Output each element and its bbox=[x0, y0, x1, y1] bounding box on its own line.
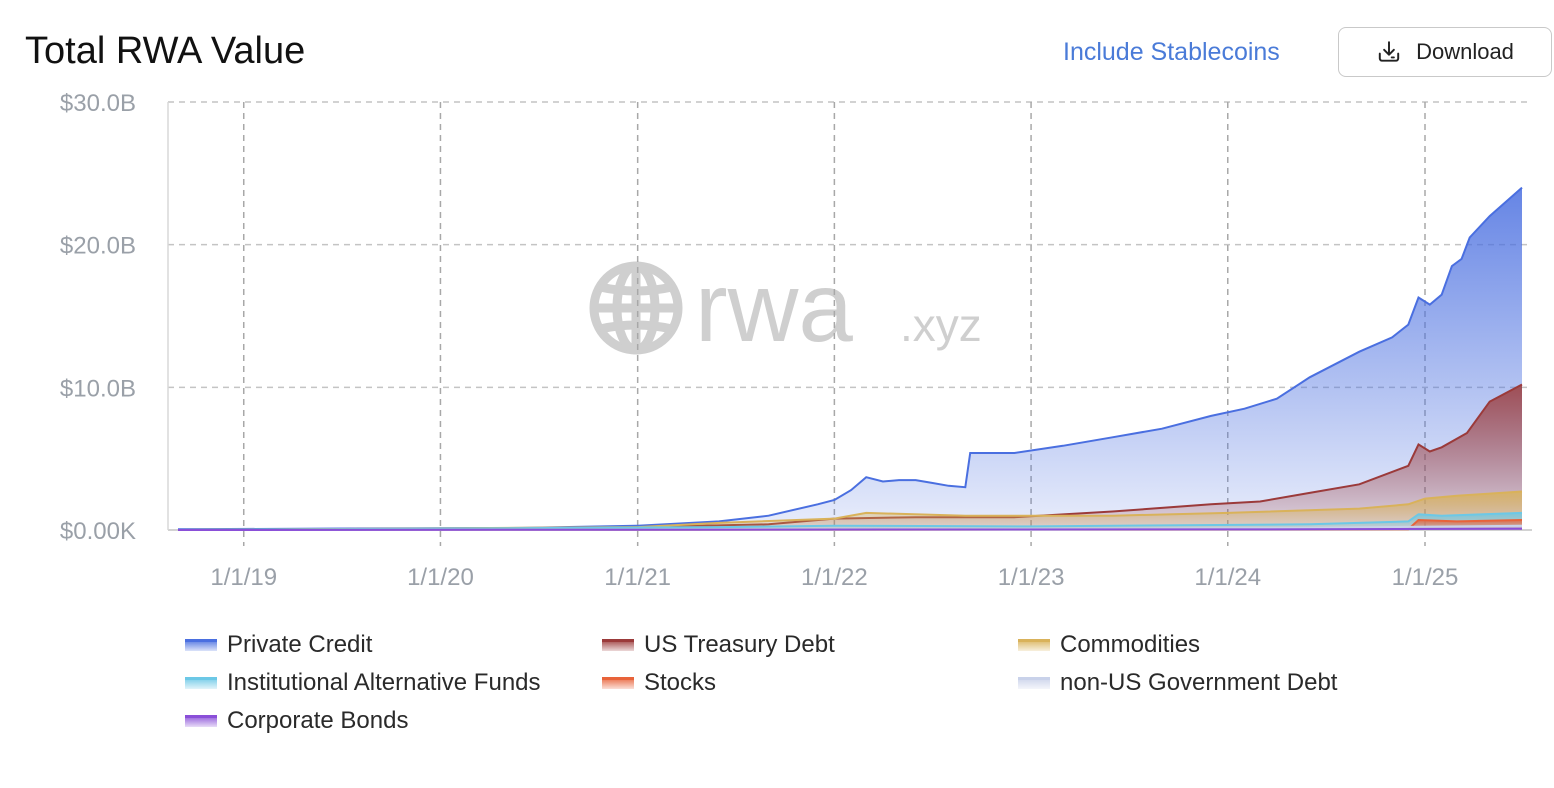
x-tick-label: 1/1/23 bbox=[998, 564, 1065, 591]
x-tick-label: 1/1/19 bbox=[210, 564, 277, 591]
watermark-suffix: .xyz bbox=[900, 299, 982, 351]
x-tick-label: 1/1/24 bbox=[1194, 564, 1261, 591]
legend-label: Stocks bbox=[644, 669, 717, 696]
globe-icon bbox=[589, 261, 683, 355]
y-tick-label: $20.0B bbox=[60, 233, 136, 260]
series-line-corporate-bonds bbox=[177, 527, 1523, 531]
legend-swatch bbox=[1018, 639, 1050, 651]
legend-item[interactable]: non-US Government Debt bbox=[1018, 668, 1337, 698]
legend-label: Private Credit bbox=[227, 631, 373, 658]
x-tick-label: 1/1/25 bbox=[1392, 564, 1459, 591]
legend-label: Corporate Bonds bbox=[227, 707, 409, 734]
legend-swatch bbox=[602, 639, 634, 651]
legend-label: US Treasury Debt bbox=[644, 631, 835, 658]
watermark-brand: rwa bbox=[695, 252, 853, 362]
legend-item[interactable]: Stocks bbox=[602, 668, 716, 698]
legend-label: non-US Government Debt bbox=[1060, 669, 1338, 696]
legend-item[interactable]: Commodities bbox=[1018, 630, 1200, 660]
download-icon bbox=[1378, 41, 1400, 62]
legend-swatch bbox=[185, 677, 217, 689]
download-label: Download bbox=[1416, 39, 1514, 64]
y-tick-label: $0.00K bbox=[60, 518, 136, 545]
y-tick-label: $10.0B bbox=[60, 375, 136, 402]
legend-item[interactable]: Institutional Alternative Funds bbox=[185, 668, 541, 698]
series-area-private-credit bbox=[178, 187, 1522, 530]
legend-swatch bbox=[602, 677, 634, 689]
watermark: rwa .xyz bbox=[589, 252, 982, 362]
series-line-institutional-alternative-funds bbox=[177, 511, 1523, 531]
series-line-private-credit bbox=[177, 186, 1523, 531]
legend-label: Institutional Alternative Funds bbox=[227, 669, 541, 696]
rwa-area-chart: rwa .xyz $0.00K $10.0B $20.0B $30.0B 1/1/19… bbox=[60, 90, 1532, 591]
y-tick-label: $30.0B bbox=[60, 90, 136, 117]
series-line-commodities bbox=[177, 490, 1523, 531]
legend-swatch bbox=[185, 639, 217, 651]
x-tick-label: 1/1/20 bbox=[407, 564, 474, 591]
legend-item[interactable]: US Treasury Debt bbox=[602, 630, 835, 660]
series-area-commodities bbox=[178, 491, 1522, 530]
legend-item[interactable]: Private Credit bbox=[185, 630, 372, 660]
download-button[interactable]: Download bbox=[1338, 27, 1552, 77]
legend-item[interactable]: Corporate Bonds bbox=[185, 706, 408, 736]
include-stablecoins-toggle[interactable]: Include Stablecoins bbox=[1063, 38, 1280, 66]
legend-label: Commodities bbox=[1060, 631, 1201, 658]
legend-swatch bbox=[185, 715, 217, 727]
x-tick-label: 1/1/22 bbox=[801, 564, 868, 591]
page-title: Total RWA Value bbox=[25, 30, 306, 72]
x-tick-label: 1/1/21 bbox=[604, 564, 671, 591]
legend-swatch bbox=[1018, 677, 1050, 689]
